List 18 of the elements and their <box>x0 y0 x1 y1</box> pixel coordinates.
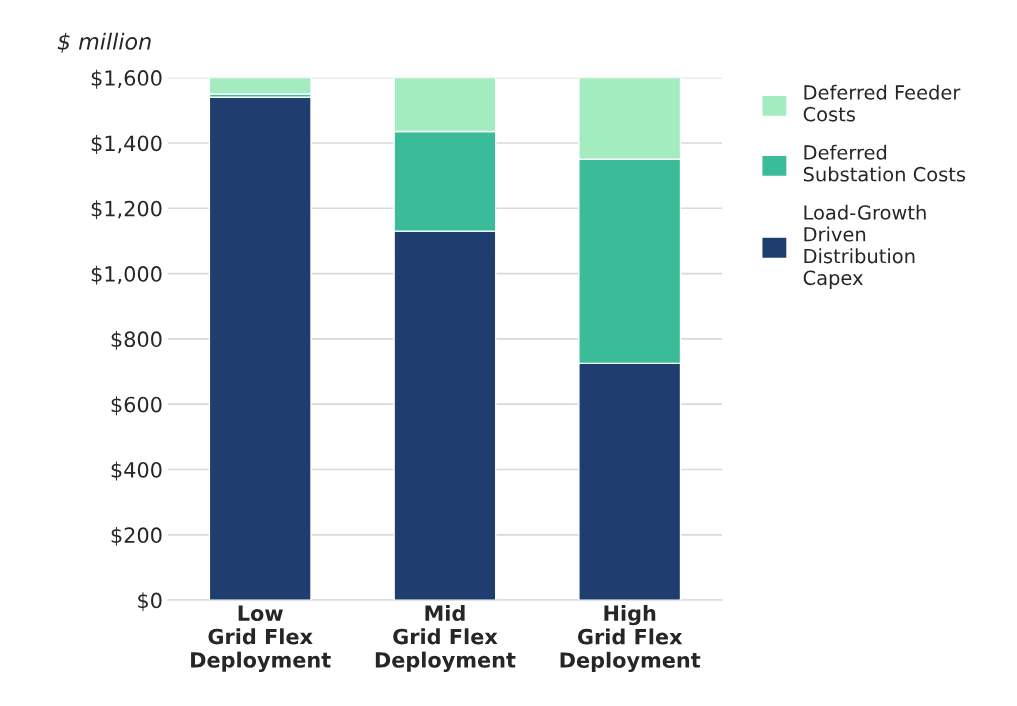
y-tick-label: $200 <box>111 526 162 546</box>
y-tick-label: $1,000 <box>91 265 162 285</box>
y-tick-label: $1,400 <box>91 135 162 154</box>
y-tick-label: $0 <box>138 592 162 612</box>
y-tick-label: $800 <box>111 330 162 350</box>
y-axis-title: $ million <box>57 32 151 53</box>
legend-label: Deferred Substation Costs <box>803 144 966 182</box>
bar <box>208 77 312 95</box>
y-tick-label: $600 <box>111 396 162 416</box>
legend-label: Load-Growth Driven Distribution Capex <box>803 204 926 289</box>
y-tick-label: $400 <box>111 461 162 481</box>
y-tick-label: $1,600 <box>91 69 162 89</box>
x-tick-label: Low Grid Flex Deployment <box>191 605 331 672</box>
legend-label: Deferred Feeder Costs <box>803 84 961 122</box>
bar <box>208 96 312 601</box>
x-tick-label: High Grid Flex Deployment <box>560 604 701 673</box>
y-tick-label: $1,200 <box>91 200 162 220</box>
x-tick-label: Mid Grid Flex Deployment <box>375 604 516 672</box>
